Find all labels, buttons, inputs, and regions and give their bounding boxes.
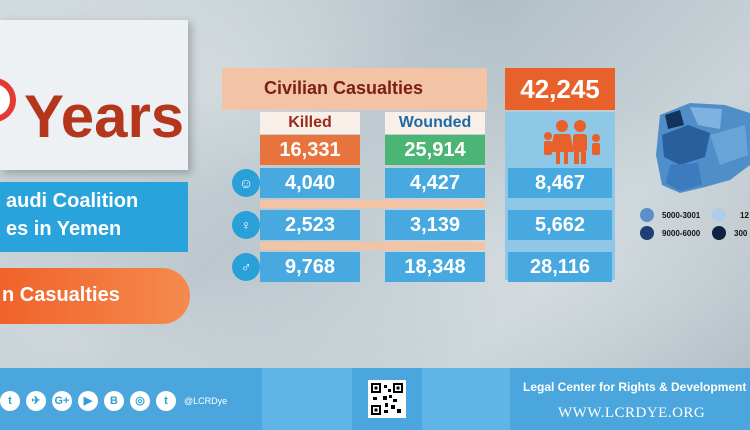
man-icon: ♂ bbox=[232, 253, 260, 281]
wounded-cell: 4,427 bbox=[385, 168, 485, 198]
table-row-men: ♂ 9,768 18,348 bbox=[222, 252, 487, 282]
telegram-icon[interactable]: ✈ bbox=[26, 391, 46, 411]
legend-dot bbox=[640, 208, 654, 222]
years-number-circle bbox=[0, 78, 16, 122]
twitter-icon[interactable]: t bbox=[0, 391, 20, 411]
grand-total: 42,245 bbox=[505, 68, 615, 110]
wounded-column-header: Wounded bbox=[385, 112, 485, 134]
banner-line-1: audi Coalition bbox=[6, 190, 139, 212]
table-header: Civilian Casualties bbox=[222, 68, 487, 110]
row-separator bbox=[260, 200, 485, 208]
woman-icon: ♀ bbox=[232, 211, 260, 239]
total-cell-children: 8,467 bbox=[508, 168, 612, 198]
org-panel bbox=[510, 368, 750, 430]
google-plus-icon[interactable]: G+ bbox=[52, 391, 72, 411]
table-title: Civilian Casualties bbox=[264, 78, 424, 98]
yemen-map bbox=[656, 103, 750, 193]
legend-label: 300 bbox=[734, 229, 748, 238]
wounded-total: 25,914 bbox=[385, 135, 485, 165]
legend-label: 9000-6000 bbox=[662, 229, 701, 238]
family-icon bbox=[544, 120, 600, 164]
legend-dot bbox=[712, 208, 726, 222]
organization-name: Legal Center for Rights & Development bbox=[523, 380, 747, 394]
killed-total: 16,331 bbox=[260, 135, 360, 165]
youtube-icon[interactable]: ▶ bbox=[78, 391, 98, 411]
casualties-banner: n Casualties bbox=[0, 268, 190, 324]
total-cell-women: 5,662 bbox=[508, 210, 612, 240]
blogger-icon[interactable]: B bbox=[104, 391, 124, 411]
instagram-icon[interactable]: ◎ bbox=[130, 391, 150, 411]
years-panel: Years bbox=[0, 20, 188, 170]
coalition-banner: audi Coalition es in Yemen bbox=[0, 182, 188, 252]
row-separator bbox=[260, 242, 485, 250]
table-row-children: ☺ 4,040 4,427 bbox=[222, 168, 487, 198]
qr-code-icon[interactable] bbox=[368, 380, 406, 418]
legend-label: 12 bbox=[740, 211, 749, 220]
child-icon: ☺ bbox=[232, 169, 260, 197]
website-link[interactable]: WWW.LCRDYE.ORG bbox=[558, 405, 706, 421]
killed-cell: 4,040 bbox=[260, 168, 360, 198]
wounded-cell: 18,348 bbox=[385, 252, 485, 282]
killed-cell: 2,523 bbox=[260, 210, 360, 240]
casualties-banner-text: n Casualties bbox=[2, 284, 120, 306]
social-handle: @LCRDye bbox=[184, 396, 228, 406]
killed-column-header: Killed bbox=[260, 112, 360, 134]
legend-dot bbox=[640, 226, 654, 240]
wounded-cell: 3,139 bbox=[385, 210, 485, 240]
tumblr-icon[interactable]: t bbox=[156, 391, 176, 411]
banner-line-2: es in Yemen bbox=[6, 218, 122, 240]
killed-cell: 9,768 bbox=[260, 252, 360, 282]
legend-dot bbox=[712, 226, 726, 240]
total-cell-men: 28,116 bbox=[508, 252, 612, 282]
legend-label: 5000-3001 bbox=[662, 211, 701, 220]
table-row-women: ♀ 2,523 3,139 bbox=[222, 210, 487, 240]
years-title: Years bbox=[24, 83, 185, 150]
social-links: t ✈ G+ ▶ B ◎ t @LCRDye bbox=[0, 388, 227, 414]
